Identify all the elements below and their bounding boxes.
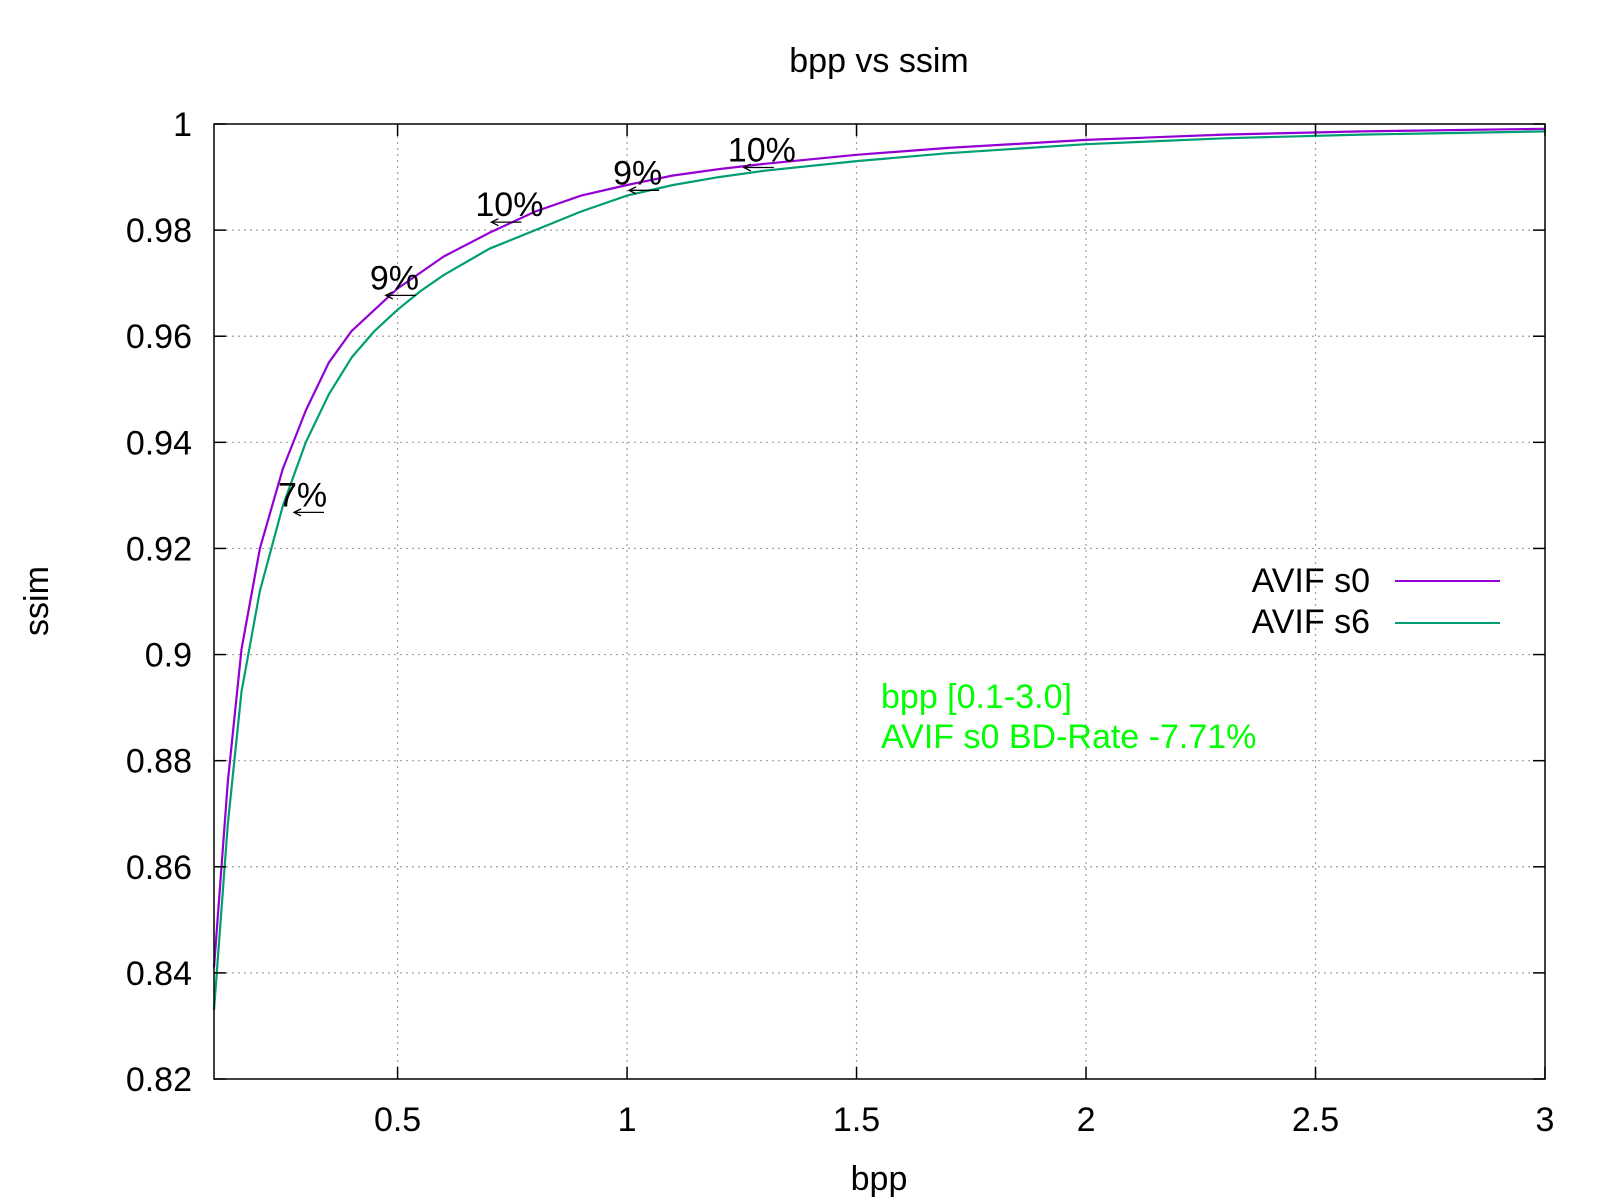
y-tick-label: 0.84 — [126, 955, 192, 993]
bd-rate-note: bpp [0.1-3.0] AVIF s0 BD-Rate -7.71% — [881, 678, 1256, 756]
bd-rate-value: AVIF s0 BD-Rate -7.71% — [881, 718, 1256, 756]
y-axis-title: ssim — [18, 566, 56, 636]
y-tick-label: 0.88 — [126, 743, 192, 781]
series-lines — [212, 127, 1546, 1011]
x-tick-label: 1 — [618, 1101, 637, 1139]
series-line-avif-s6 — [212, 130, 1546, 1011]
y-tick-label: 1 — [173, 106, 192, 144]
improvement-label: 9% — [613, 154, 662, 192]
x-tick-label: 1.5 — [833, 1101, 880, 1139]
x-tick-label: 0.5 — [374, 1101, 421, 1139]
improvement-label: 10% — [475, 186, 543, 224]
legend: AVIF s0 AVIF s6 — [1252, 562, 1500, 641]
improvement-arrowhead — [384, 291, 394, 300]
improvement-label: 7% — [278, 476, 327, 514]
legend-entry-s6: AVIF s6 — [1252, 603, 1500, 641]
x-tick-label: 2 — [1077, 1101, 1096, 1139]
y-tick-label: 0.9 — [145, 637, 192, 675]
improvement-annotations: 7% 9% 10% 9% 10% — [278, 132, 796, 517]
improvement-label: 10% — [728, 132, 796, 170]
x-tick-label: 2.5 — [1292, 1101, 1339, 1139]
improvement-arrowhead — [742, 163, 752, 172]
y-tick-label: 0.82 — [126, 1061, 192, 1099]
y-tick-label: 0.94 — [126, 424, 192, 462]
x-tick-label: 3 — [1536, 1101, 1555, 1139]
series-line-avif-s0 — [212, 127, 1546, 968]
chart-title: bpp vs ssim — [789, 42, 969, 80]
improvement-label: 9% — [370, 259, 419, 297]
y-tick-label: 0.92 — [126, 530, 192, 568]
axis-ticks: 0.82 0.84 0.86 0.88 0.9 0.92 0.94 0.96 0.98 1 0.5 1… — [126, 106, 1555, 1139]
y-tick-label: 0.86 — [126, 849, 192, 887]
legend-entry-s0: AVIF s0 — [1252, 562, 1500, 600]
y-tick-label: 0.98 — [126, 212, 192, 250]
plot-frame — [213, 123, 1546, 1080]
x-axis-title: bpp — [851, 1160, 908, 1198]
legend-label-s6: AVIF s6 — [1252, 603, 1370, 641]
improvement-arrowhead — [627, 186, 637, 195]
improvement-arrowhead — [292, 508, 302, 517]
improvement-arrowhead — [489, 218, 499, 227]
y-tick-label: 0.96 — [126, 318, 192, 356]
bpp-range-note: bpp [0.1-3.0] — [881, 678, 1072, 716]
legend-label-s0: AVIF s0 — [1252, 562, 1370, 600]
